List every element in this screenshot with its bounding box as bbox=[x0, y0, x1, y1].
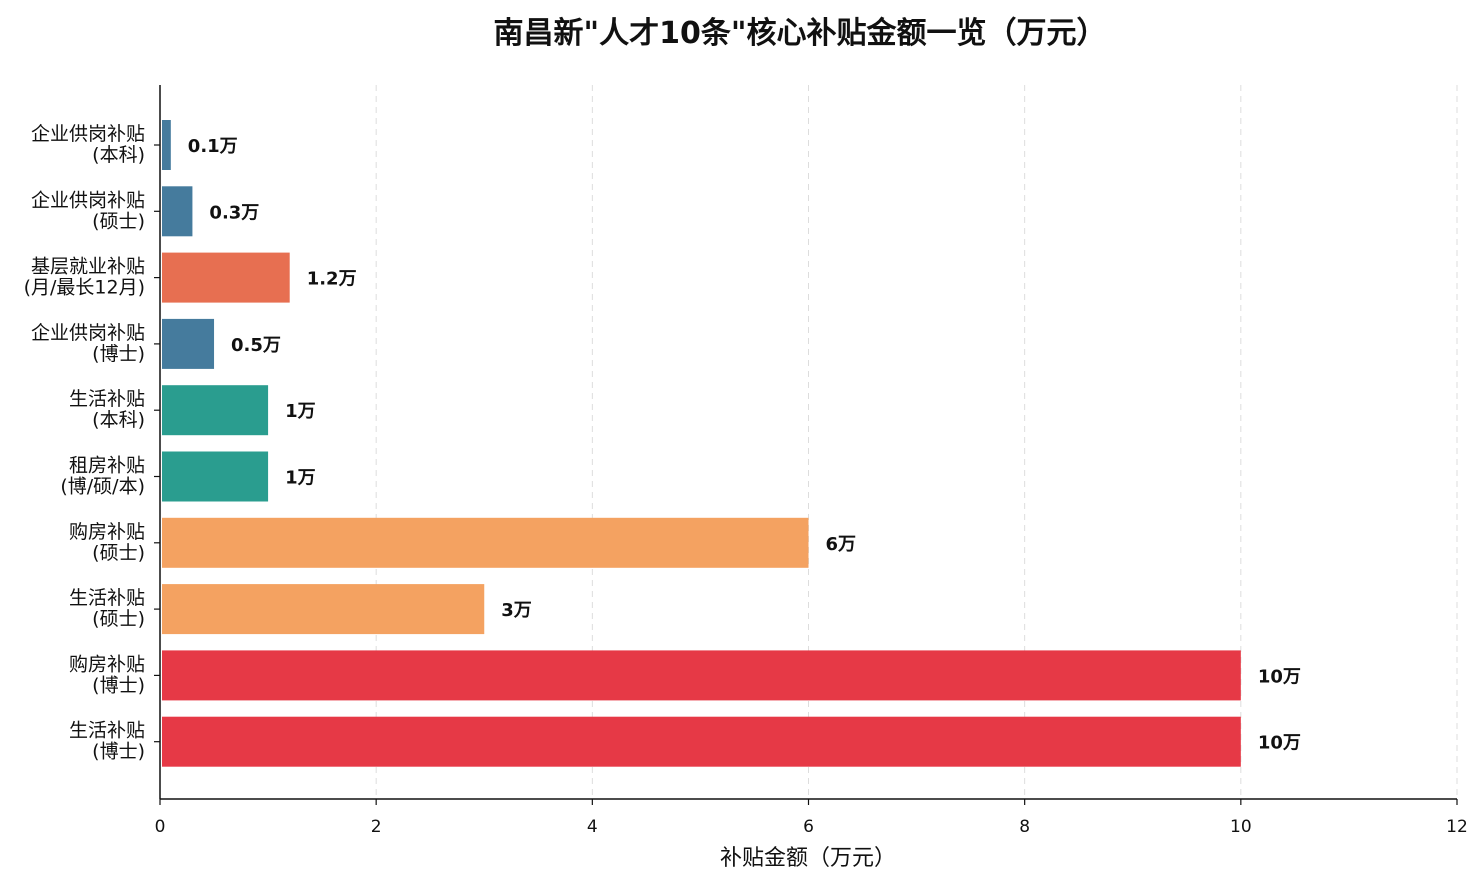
bar bbox=[162, 650, 1241, 701]
y-axis-category-labels: 企业供岗补贴(本科) 企业供岗补贴(硕士) 基层就业补贴(月/最长12月) 企业供岗补… bbox=[24, 123, 145, 763]
bar bbox=[162, 517, 809, 568]
x-tick-label: 12 bbox=[1446, 817, 1468, 837]
y-category-label: 租房补贴(博/硕/本) bbox=[60, 455, 145, 498]
bar-value-label: 0.3万 bbox=[209, 202, 259, 223]
y-category-label: 企业供岗补贴(硕士) bbox=[31, 189, 145, 232]
bar bbox=[162, 186, 193, 237]
bar-value-label: 3万 bbox=[501, 600, 532, 621]
x-axis-label: 补贴金额（万元） bbox=[720, 846, 896, 871]
bar bbox=[162, 451, 269, 502]
bar-value-label: 6万 bbox=[826, 534, 857, 555]
bar-value-label: 10万 bbox=[1258, 666, 1301, 687]
x-axis-tick-labels: 0 2 4 6 8 10 12 bbox=[155, 817, 1468, 837]
bar bbox=[162, 120, 171, 170]
bar bbox=[162, 252, 290, 303]
y-category-label: 生活补贴(硕士) bbox=[69, 587, 145, 630]
x-tick-label: 8 bbox=[1019, 817, 1030, 837]
bar bbox=[162, 385, 269, 436]
x-tick-label: 4 bbox=[587, 817, 598, 837]
y-category-label: 购房补贴(博士) bbox=[69, 653, 145, 696]
x-tick-label: 0 bbox=[155, 817, 166, 837]
bar-value-label: 1万 bbox=[285, 468, 316, 489]
bars bbox=[162, 120, 1241, 767]
bar bbox=[162, 318, 215, 369]
bar bbox=[162, 716, 1241, 767]
value-labels: 0.1万 0.3万 1.2万 0.5万 1万 1万 6万 3万 10万 10万 bbox=[188, 136, 1301, 754]
x-tick-label: 10 bbox=[1230, 817, 1252, 837]
y-category-label: 企业供岗补贴(本科) bbox=[31, 123, 145, 166]
bar-value-label: 10万 bbox=[1258, 733, 1301, 754]
bar-value-label: 0.1万 bbox=[188, 136, 238, 157]
y-category-label: 生活补贴(本科) bbox=[69, 388, 145, 431]
bar bbox=[162, 584, 485, 635]
y-category-label: 基层就业补贴(月/最长12月) bbox=[24, 256, 145, 299]
y-category-label: 购房补贴(硕士) bbox=[69, 521, 145, 564]
bar-value-label: 0.5万 bbox=[231, 335, 281, 356]
y-category-label: 企业供岗补贴(博士) bbox=[31, 322, 145, 365]
bar-value-label: 1万 bbox=[285, 401, 316, 422]
x-tick-label: 2 bbox=[371, 817, 382, 837]
y-category-label: 生活补贴(博士) bbox=[69, 720, 145, 763]
x-tick-label: 6 bbox=[803, 817, 814, 837]
chart-title: 南昌新"人才10条"核心补贴金额一览（万元） bbox=[493, 16, 1106, 51]
axes bbox=[154, 85, 1458, 805]
bar-value-label: 1.2万 bbox=[307, 269, 357, 290]
